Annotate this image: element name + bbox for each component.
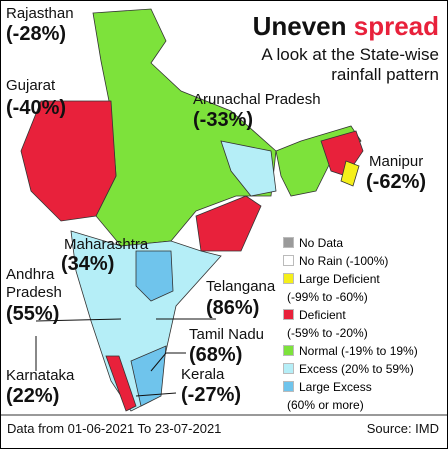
legend-swatch <box>283 363 294 374</box>
state-value: (-28%) <box>6 23 67 45</box>
leaders <box>35 318 216 397</box>
legend-swatch <box>283 237 294 248</box>
leader <box>35 318 122 322</box>
state-name: Arunachal Pradesh <box>193 91 321 108</box>
telangana <box>135 250 174 302</box>
legend-range: (-59% to -20%) <box>287 326 368 340</box>
legend-range: (-99% to -60%) <box>287 290 368 304</box>
state-value: (68%) <box>189 344 243 366</box>
legend-item: Large Excess <box>283 380 372 394</box>
legend-swatch <box>283 381 294 392</box>
legend-label: Normal (-19% to 19%) <box>299 344 418 358</box>
state-value: (22%) <box>6 385 60 407</box>
title-lead: Uneven <box>252 11 347 41</box>
legend-item: Deficient <box>283 308 346 322</box>
footer-period: Data from 01-06-2021 To 23-07-2021 <box>7 421 222 436</box>
state-value: (34%) <box>61 253 115 275</box>
tamil-nadu <box>130 345 167 407</box>
west-region <box>20 100 117 222</box>
title-accent: spread <box>353 11 439 41</box>
manipur <box>340 160 360 187</box>
bihar-bengal <box>220 140 277 197</box>
state-name: Telangana <box>206 278 276 295</box>
legend-label: Large Excess <box>299 380 372 394</box>
legend-item: No Data <box>283 236 343 250</box>
legend-label: Large Deficient <box>299 272 380 286</box>
footer-source: Source: IMD <box>366 421 439 436</box>
legend-swatch <box>283 273 294 284</box>
legend-item: Excess (20% to 59%) <box>283 362 414 376</box>
state-name: Gujarat <box>6 77 56 94</box>
legend-item: Normal (-19% to 19%) <box>283 344 418 358</box>
state-name: Andhra Pradesh <box>6 266 62 301</box>
subtitle: A look at the State-wise <box>261 45 439 64</box>
leader <box>135 392 177 397</box>
state-name: Kerala <box>181 366 225 383</box>
legend-label: Deficient <box>299 308 346 322</box>
legend-range: (60% or more) <box>287 398 364 412</box>
state-value: (-62%) <box>366 171 427 193</box>
legend-swatch <box>283 255 294 266</box>
state-name: Rajasthan <box>6 5 74 22</box>
state-value: (-27%) <box>181 384 242 406</box>
legend-swatch <box>283 345 294 356</box>
peninsula <box>70 230 222 412</box>
odisha <box>195 195 262 252</box>
state-name: Tamil Nadu <box>189 326 265 343</box>
legend-item: Large Deficient <box>283 272 380 286</box>
state-value: (-40%) <box>6 97 67 119</box>
leader <box>150 352 186 372</box>
legend-label: No Rain (-100%) <box>299 254 389 268</box>
state-name: Maharashtra <box>64 236 149 253</box>
state-value: (-33%) <box>193 109 254 131</box>
state-name: Karnataka <box>6 367 75 384</box>
legend-label: No Data <box>299 236 344 250</box>
state-value: (86%) <box>206 297 260 319</box>
legend-label: Excess (20% to 59%) <box>299 362 414 376</box>
legend-item: No Rain (-100%) <box>283 254 388 268</box>
legend-swatch <box>283 309 294 320</box>
state-name: Manipur <box>369 153 424 170</box>
kerala <box>105 355 137 412</box>
state-value: (55%) <box>6 303 60 325</box>
subtitle: rainfall pattern <box>331 65 439 84</box>
title: Uneven spread <box>253 11 439 42</box>
